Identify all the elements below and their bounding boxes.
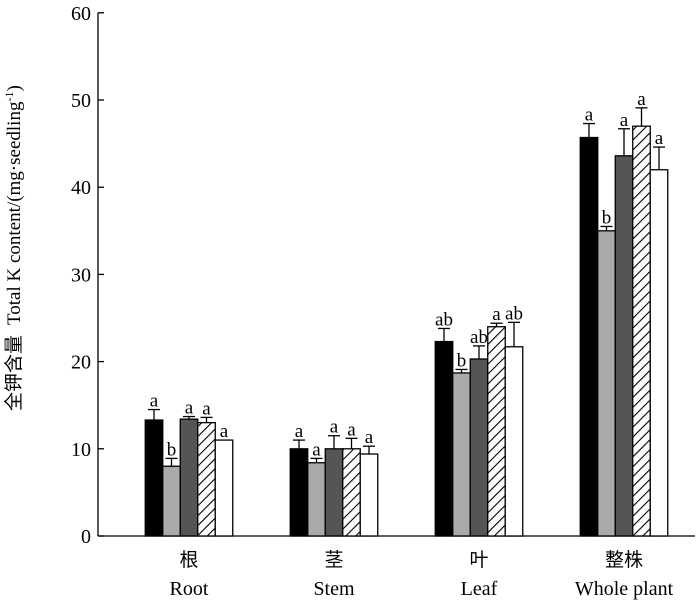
significance-letter: a <box>220 421 229 442</box>
significance-letter: b <box>602 207 612 228</box>
bar-treatment-1 <box>289 448 309 537</box>
significance-letter: a <box>585 105 594 126</box>
bar-treatment-4 <box>342 448 361 537</box>
bar-treatment-3 <box>469 358 489 537</box>
significance-letter: ab <box>505 303 523 324</box>
significance-letter: a <box>150 391 159 412</box>
significance-letter: a <box>202 398 211 419</box>
x-tick-label-en: Stem <box>313 578 355 600</box>
bar-treatment-3 <box>614 155 634 537</box>
significance-letter: ab <box>470 327 488 348</box>
x-tick-label-cn: 整株 <box>605 549 643 571</box>
bar-treatment-1 <box>434 340 454 537</box>
y-axis-label-en: Total K content/(mg·seedling-1) <box>2 85 25 325</box>
significance-letter: a <box>185 398 194 419</box>
bar-treatment-5 <box>649 169 669 537</box>
bar-treatment-2 <box>307 462 326 537</box>
significance-letter: b <box>167 439 177 460</box>
bar-treatment-3 <box>324 448 344 537</box>
bar-treatment-4 <box>487 326 506 537</box>
y-axis-label-cn: 全钾含量 <box>3 335 25 411</box>
bar-treatment-4 <box>632 125 651 537</box>
bar-treatment-2 <box>162 465 181 537</box>
x-tick-label-en: Leaf <box>461 578 498 600</box>
y-tick-label: 30 <box>71 264 91 286</box>
bar-treatment-5 <box>504 346 524 537</box>
x-tick-label-cn: 根 <box>179 549 198 571</box>
significance-letter: ab <box>435 309 453 330</box>
bar-treatment-1 <box>144 419 164 537</box>
y-tick-label: 20 <box>71 352 91 374</box>
bar-treatment-3 <box>179 418 199 537</box>
x-tick-label-en: Root <box>170 578 209 600</box>
bar-treatment-5 <box>214 439 234 537</box>
significance-letter: a <box>347 419 356 440</box>
bar-treatment-2 <box>452 372 471 537</box>
bar-treatment-2 <box>597 230 616 537</box>
x-tick-label-cn: 茎 <box>324 549 343 571</box>
bar-treatment-5 <box>359 453 379 537</box>
y-tick-label: 40 <box>71 177 91 199</box>
significance-letter: a <box>312 439 321 460</box>
significance-letter: a <box>295 421 304 442</box>
bar-treatment-1 <box>579 136 599 537</box>
y-axis-label: 全钾含量 Total K content/(mg·seedling-1) <box>2 85 25 411</box>
y-tick-label: 50 <box>71 90 91 112</box>
y-tick-label: 10 <box>71 439 91 461</box>
x-tick-label-en: Whole plant <box>575 578 674 600</box>
significance-letter: a <box>620 110 629 131</box>
x-tick-label-cn: 叶 <box>469 549 488 571</box>
significance-letter: a <box>365 427 374 448</box>
significance-letter: a <box>637 89 646 110</box>
significance-letter: a <box>330 417 339 438</box>
significance-letter: a <box>655 128 664 149</box>
significance-letter: b <box>457 350 467 371</box>
y-tick-label: 0 <box>81 526 91 548</box>
y-tick-label: 60 <box>71 3 91 25</box>
bar-treatment-4 <box>197 421 216 537</box>
significance-letter: a <box>492 304 501 325</box>
